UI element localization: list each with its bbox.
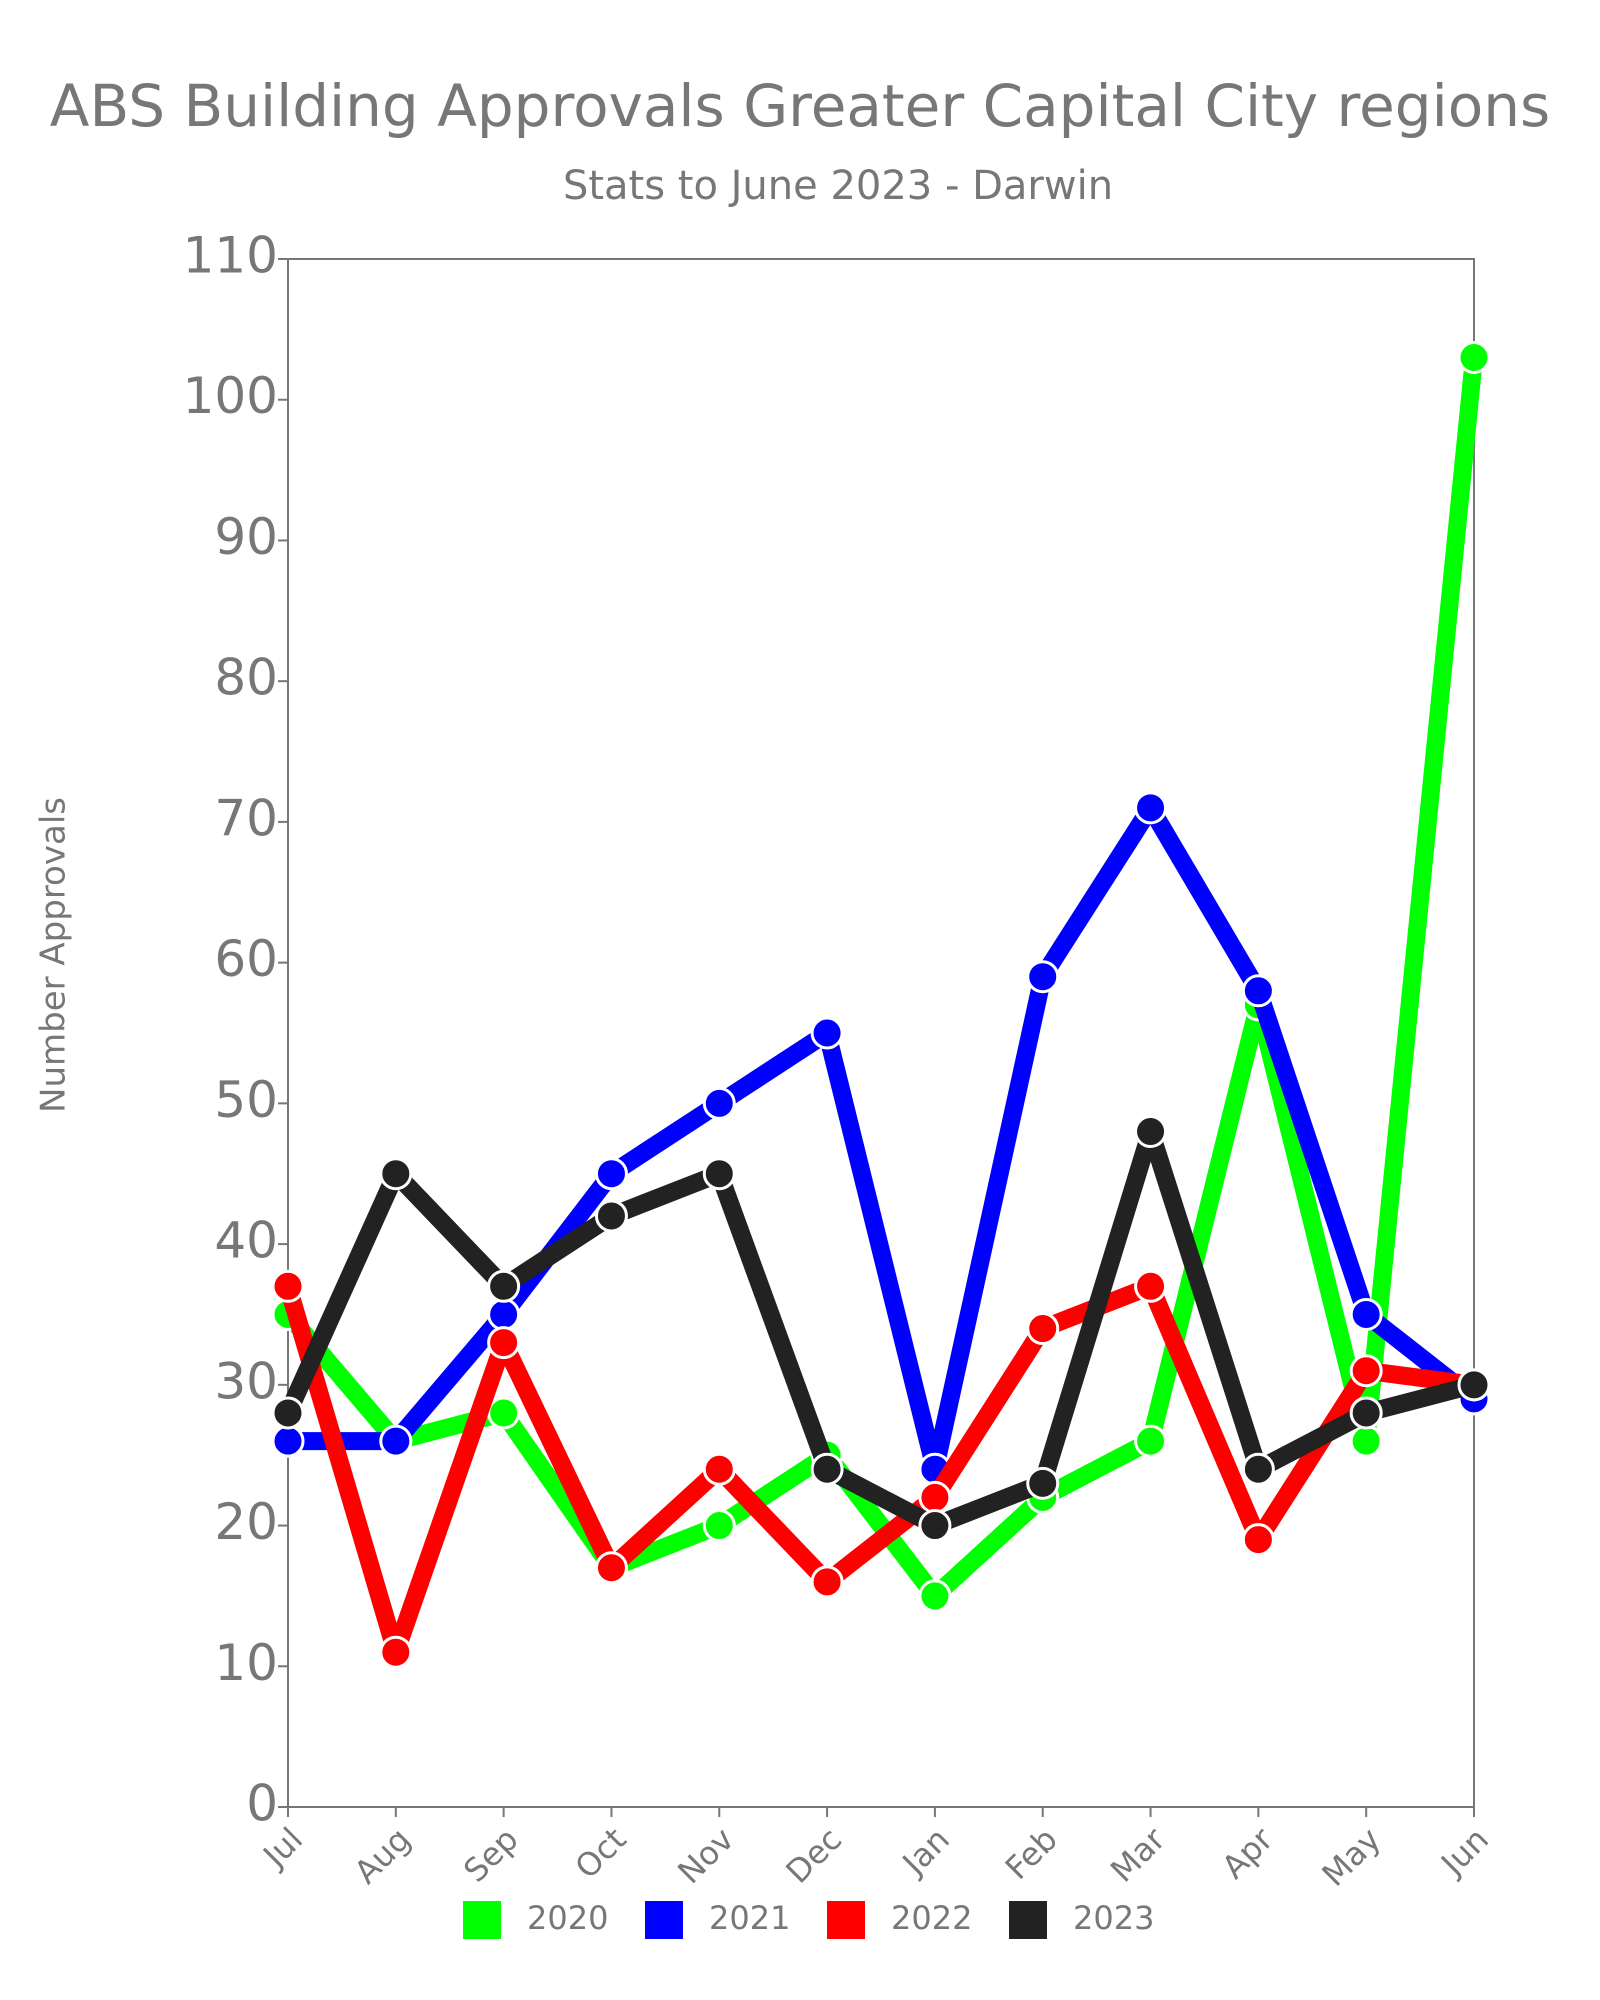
data-point [1457, 341, 1491, 375]
data-point [1241, 974, 1275, 1008]
y-tick-label: 60 [214, 930, 278, 988]
data-point [1241, 1452, 1275, 1486]
legend-label: 2020 [527, 1899, 608, 1937]
series-line [288, 798, 1480, 1479]
x-tick-label: Jun [1432, 1820, 1496, 1884]
data-point [918, 1579, 952, 1613]
data-point [702, 1086, 736, 1120]
data-point [810, 1452, 844, 1486]
data-point [1349, 1297, 1383, 1331]
data-point [702, 1509, 736, 1543]
x-tick-label: Aug [347, 1820, 418, 1891]
data-point [379, 1157, 413, 1191]
y-tick-label: 90 [214, 508, 278, 566]
data-point [918, 1480, 952, 1514]
data-point [1134, 791, 1168, 825]
data-point [702, 1157, 736, 1191]
x-tick-label: Mar [1103, 1820, 1173, 1890]
data-point [271, 1396, 305, 1430]
x-tick-label: Sep [456, 1820, 526, 1890]
data-point [810, 1016, 844, 1050]
legend-label: 2022 [891, 1899, 972, 1937]
y-tick-label: 0 [246, 1775, 278, 1833]
data-point [1241, 1523, 1275, 1557]
y-axis-label: Number Approvals [34, 797, 74, 1113]
data-point [1134, 1115, 1168, 1149]
y-tick-label: 50 [214, 1071, 278, 1129]
data-point [918, 1509, 952, 1543]
series-line [281, 356, 1483, 1605]
data-point [810, 1565, 844, 1599]
x-tick-label: May [1315, 1820, 1389, 1894]
data-point [379, 1424, 413, 1458]
data-point [594, 1551, 628, 1585]
data-point [1026, 1312, 1060, 1346]
data-point [1026, 1466, 1060, 1500]
legend-swatch [463, 1901, 501, 1939]
x-tick-label: Feb [998, 1820, 1065, 1887]
legend-swatch [827, 1901, 865, 1939]
series-line [279, 1122, 1477, 1535]
y-tick-label: 80 [214, 649, 278, 707]
y-tick-label: 30 [214, 1352, 278, 1410]
x-tick-label: Jan [894, 1820, 957, 1883]
y-tick-label: 70 [214, 789, 278, 847]
x-tick-label: Apr [1214, 1820, 1281, 1887]
data-point [1457, 1368, 1491, 1402]
data-point [1349, 1354, 1383, 1388]
legend-swatch [1009, 1901, 1047, 1939]
data-point [271, 1269, 305, 1303]
x-tick-label: Oct [567, 1820, 633, 1886]
data-point [487, 1297, 521, 1331]
y-tick-label: 20 [214, 1493, 278, 1551]
legend-label: 2023 [1073, 1899, 1154, 1937]
plot-frame [287, 258, 1475, 1808]
y-tick-label: 100 [183, 367, 278, 425]
x-tick-label: Nov [670, 1820, 741, 1891]
data-point [1349, 1396, 1383, 1430]
series-line [279, 1277, 1476, 1662]
legend-label: 2021 [709, 1899, 790, 1937]
data-point [1134, 1269, 1168, 1303]
data-point [487, 1326, 521, 1360]
data-point [379, 1635, 413, 1669]
data-point [594, 1157, 628, 1191]
y-tick-label: 40 [214, 1212, 278, 1270]
chart-subtitle: Stats to June 2023 - Darwin [563, 163, 1113, 209]
data-point [1134, 1424, 1168, 1458]
data-point [271, 1424, 305, 1458]
data-point [1026, 960, 1060, 994]
data-point [487, 1269, 521, 1303]
chart-title: ABS Building Approvals Greater Capital C… [50, 72, 1550, 140]
y-tick-label: 10 [214, 1634, 278, 1692]
data-point [1349, 1424, 1383, 1458]
legend-swatch [645, 1901, 683, 1939]
data-point [702, 1452, 736, 1486]
x-tick-label: Dec [778, 1820, 849, 1891]
data-point [594, 1199, 628, 1233]
y-tick-label: 110 [183, 227, 278, 285]
data-point [487, 1396, 521, 1430]
